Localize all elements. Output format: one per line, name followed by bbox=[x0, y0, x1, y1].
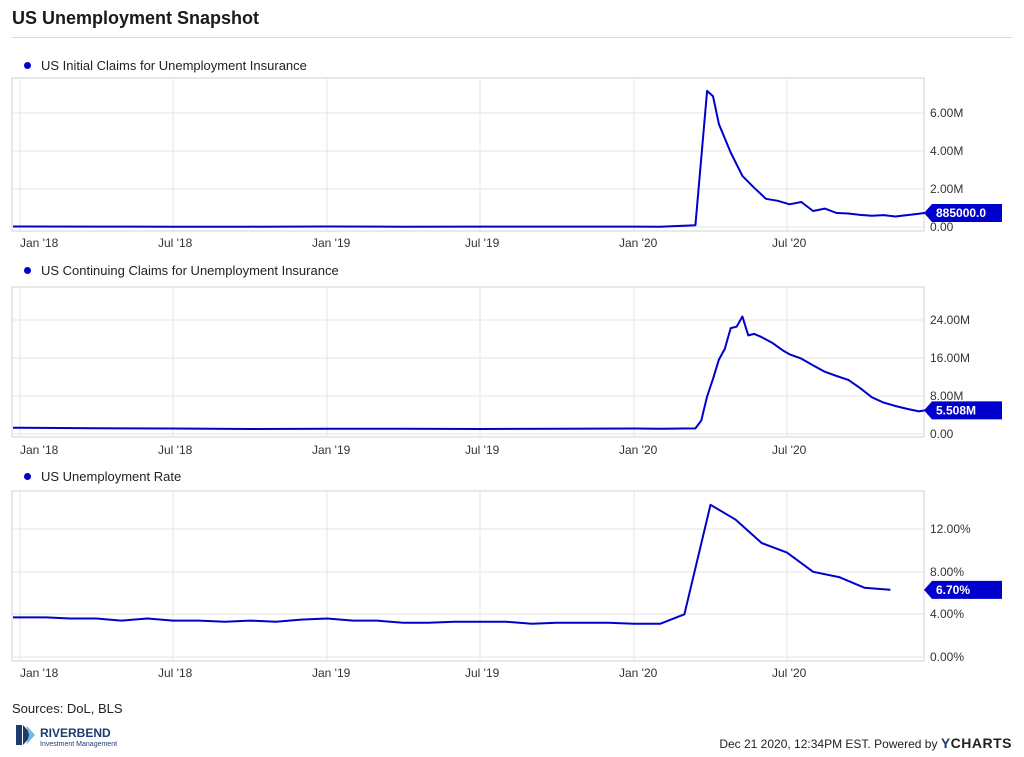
y-tick-label: 8.00M bbox=[930, 389, 963, 403]
y-tick-label: 0.00% bbox=[930, 650, 964, 664]
y-tick-label: 4.00% bbox=[930, 607, 964, 621]
footer-credit: Dec 21 2020, 12:34PM EST. Powered by YCH… bbox=[719, 735, 1012, 751]
x-tick-label: Jul '18 bbox=[158, 443, 193, 457]
x-tick-label: Jan '19 bbox=[312, 666, 351, 680]
x-tick-label: Jul '20 bbox=[772, 443, 807, 457]
x-tick-label: Jan '18 bbox=[20, 236, 59, 250]
legend-label: US Initial Claims for Unemployment Insur… bbox=[41, 58, 307, 73]
legend-initial-claims[interactable]: US Initial Claims for Unemployment Insur… bbox=[24, 58, 307, 73]
timestamp: Dec 21 2020, 12:34PM EST. Powered by bbox=[719, 737, 938, 751]
last-value-tag-bg bbox=[924, 580, 1002, 599]
y-tick-label: 2.00M bbox=[930, 182, 963, 196]
legend-continuing-claims[interactable]: US Continuing Claims for Unemployment In… bbox=[24, 263, 339, 278]
x-tick-label: Jul '18 bbox=[158, 666, 193, 680]
y-tick-label: 8.00% bbox=[930, 565, 964, 579]
last-value-tag: 885000.0 bbox=[924, 203, 1002, 222]
last-value-label: 885000.0 bbox=[936, 206, 986, 220]
x-tick-label: Jan '20 bbox=[619, 236, 658, 250]
x-tick-label: Jan '19 bbox=[312, 236, 351, 250]
last-value-tag: 6.70% bbox=[924, 580, 1002, 599]
series-line[interactable] bbox=[13, 89, 926, 228]
sources-note: Sources: DoL, BLS bbox=[12, 701, 123, 716]
x-tick-label: Jan '20 bbox=[619, 666, 658, 680]
last-value-label: 5.508M bbox=[936, 403, 976, 417]
ycharts-link[interactable]: YCHARTS bbox=[941, 735, 1012, 751]
y-tick-label: 4.00M bbox=[930, 144, 963, 158]
legend-unemployment-rate[interactable]: US Unemployment Rate bbox=[24, 469, 181, 484]
x-tick-label: Jan '18 bbox=[20, 443, 59, 457]
ycharts-logo-y: Y bbox=[940, 735, 951, 751]
last-value-label: 6.70% bbox=[936, 583, 970, 597]
last-value-tag: 5.508M bbox=[924, 401, 1002, 420]
series-dot-icon bbox=[24, 267, 31, 275]
y-tick-label: 24.00M bbox=[930, 313, 970, 327]
last-value-tag-bg bbox=[924, 203, 1002, 222]
plot-frame bbox=[11, 490, 925, 662]
y-tick-label: 0.00 bbox=[930, 427, 954, 441]
plot-frame bbox=[11, 77, 925, 232]
y-tick-label: 0.00 bbox=[930, 220, 954, 234]
series-dot-icon bbox=[24, 62, 31, 70]
x-tick-label: Jul '19 bbox=[465, 443, 500, 457]
x-tick-label: Jul '19 bbox=[465, 236, 500, 250]
logo-name: RIVERBEND bbox=[40, 726, 111, 740]
riverbend-logo-icon bbox=[16, 725, 35, 745]
ycharts-logo-text: CHARTS bbox=[950, 735, 1012, 751]
title-divider bbox=[12, 37, 1012, 38]
x-tick-label: Jan '18 bbox=[20, 666, 59, 680]
last-value-tag-bg bbox=[924, 401, 1002, 420]
legend-label: US Unemployment Rate bbox=[41, 469, 182, 484]
x-tick-label: Jan '19 bbox=[312, 443, 351, 457]
page-title: US Unemployment Snapshot bbox=[12, 8, 260, 28]
x-tick-label: Jul '20 bbox=[772, 236, 807, 250]
series-line[interactable] bbox=[13, 503, 891, 625]
series-line[interactable] bbox=[13, 315, 926, 430]
y-tick-label: 12.00% bbox=[930, 522, 971, 536]
legend-label: US Continuing Claims for Unemployment In… bbox=[41, 263, 339, 278]
logo-subtitle: Investment Management bbox=[40, 741, 117, 748]
y-tick-label: 16.00M bbox=[930, 351, 970, 365]
riverbend-logo: RIVERBEND Investment Management bbox=[16, 724, 136, 753]
x-tick-label: Jul '18 bbox=[158, 236, 193, 250]
series-dot-icon bbox=[24, 473, 31, 481]
y-tick-label: 6.00M bbox=[930, 106, 963, 120]
plot-frame bbox=[11, 286, 925, 438]
x-tick-label: Jul '19 bbox=[465, 666, 500, 680]
x-tick-label: Jul '20 bbox=[772, 666, 807, 680]
x-tick-label: Jan '20 bbox=[619, 443, 658, 457]
